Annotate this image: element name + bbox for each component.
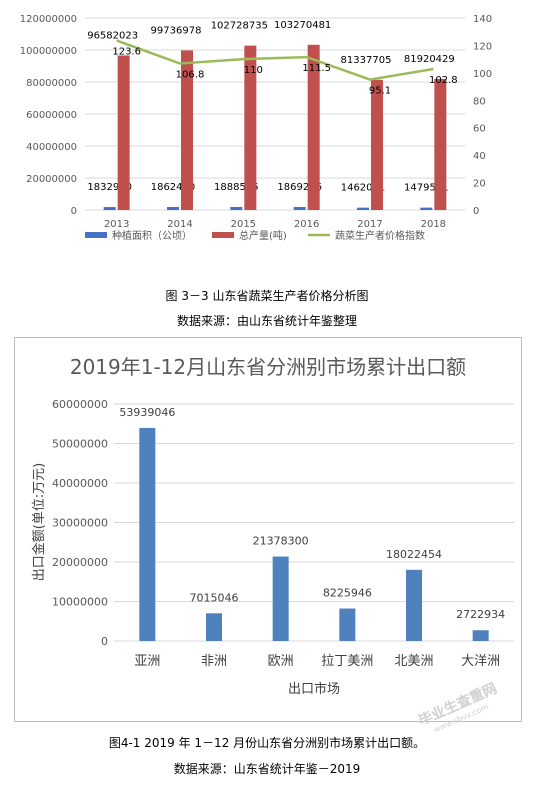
total-output-bar [434,78,447,211]
total-output-bar [181,50,193,210]
export-data-label: 2722934 [456,608,505,621]
price-index-data-label: 102.8 [429,75,458,86]
y-left-tick-label: 20000000 [26,174,77,185]
planting-area-data-label: 1888555 [214,182,259,193]
x-tick-label: 2018 [421,219,446,230]
planting-area-bar [357,207,369,210]
figure-4-1-caption: 图4-1 2019 年 1－12 月份山东省分洲别市场累计出口额。 [108,736,426,750]
x-tick-label: 亚洲 [134,654,160,669]
legend-label-planting-area: 种植面积（公顷） [112,229,192,242]
total-output-bar [244,45,257,210]
y-tick-label: 50000000 [52,438,108,451]
x-tick-label: 2013 [104,219,129,230]
export-chart-panel: 2019年1-12月山东省分洲别市场累计出口额 0 10000000 20000000… [14,337,522,722]
price-index-data-label: 123.6 [112,46,141,57]
x-axis-label: 出口市场 [288,681,340,697]
y-tick-label: 30000000 [52,517,108,530]
total-output-data-label: 102728735 [211,21,268,32]
export-bar [206,613,222,641]
total-output-data-label: 81337705 [341,55,392,66]
price-index-data-label: 111.5 [302,63,331,74]
legend-label-total-output: 总产量(吨) [239,229,287,242]
y-left-tick-label: 60000000 [26,110,77,121]
y-left-tick-label: 0 [71,206,77,217]
x-tick-label: 拉丁美洲 [321,654,373,669]
planting-area-bar [103,207,116,210]
planting-area-bar [293,207,306,210]
planting-area-data-label: 1869266 [277,182,322,193]
total-output-bar [371,79,383,210]
y-axis-label: 出口金额(单位:万元) [31,463,47,582]
y-right-tick-label: 20 [473,179,486,190]
figure-3-3-caption: 图 3－3 山东省蔬菜生产者价格分析图 [165,289,369,303]
y-right-tick-label: 40 [473,151,486,162]
planting-area-bar [167,207,179,210]
total-output-data-label: 103270481 [274,20,331,31]
planting-area-data-label: 1462041 [341,183,386,194]
y-right-tick-label: 140 [473,14,492,25]
total-output-data-label: 81920429 [404,54,455,65]
y-left-tick-label: 80000000 [26,78,77,89]
y-right-tick-label: 100 [473,69,492,80]
y-right-tick-label: 120 [473,41,492,52]
planting-area-data-label: 1479551 [404,183,449,194]
y-right-tick-label: 80 [473,96,486,107]
export-bar [472,630,489,641]
x-tick-label: 大洋洲 [461,654,500,669]
y-tick-label: 60000000 [52,398,108,411]
planting-area-bar [420,207,433,210]
total-output-data-label: 99736978 [151,25,202,36]
price-index-line [116,39,434,81]
planting-area-data-label: 1862410 [151,182,196,193]
export-bar [339,608,356,641]
export-data-label: 53939046 [119,406,175,419]
price-analysis-chart: 0 20000000 40000000 60000000 80000000 1000000… [20,14,492,242]
y-left-tick-label: 100000000 [20,46,77,57]
y-tick-label: 0 [101,635,108,648]
y-left-tick-label: 40000000 [26,142,77,153]
export-bar [272,556,289,641]
export-data-label: 18022454 [386,548,442,561]
planting-area-data-label: 1832920 [87,182,132,193]
x-tick-label: 非洲 [201,654,227,669]
x-tick-label: 2014 [167,219,192,230]
legend-label-price-index: 蔬菜生产者价格指数 [335,229,425,242]
figure-4-1-source: 数据来源：山东省统计年鉴－2019 [173,762,361,776]
y-right-tick-label: 60 [473,124,486,135]
total-output-bar [117,55,130,210]
price-index-data-label: 110 [244,65,263,76]
export-bar [139,427,156,641]
y-tick-label: 20000000 [52,556,108,569]
figure-3-3-source: 数据来源：由山东省统计年鉴整理 [176,314,357,328]
planting-area-bar [230,206,243,210]
total-output-data-label: 96582023 [87,30,138,41]
export-data-label: 8225946 [323,587,372,600]
y-right-tick-label: 0 [473,206,479,217]
price-index-data-label: 95.1 [369,86,391,97]
chart-title: 2019年1-12月山东省分洲别市场累计出口额 [70,355,466,379]
x-tick-label: 2015 [231,219,256,230]
x-tick-label: 欧洲 [268,654,294,669]
y-left-tick-label: 120000000 [20,14,77,25]
export-data-label: 7015046 [190,591,239,604]
x-tick-label: 北美洲 [394,654,433,669]
legend-marker-total-output [212,232,234,238]
y-tick-label: 40000000 [52,477,108,490]
legend-marker-planting-area [85,232,107,238]
export-bar [406,569,422,641]
export-market-chart: 2019年1-12月山东省分洲别市场累计出口额 0 10000000 20000000… [31,355,514,697]
price-index-data-label: 106.8 [176,70,205,81]
y-tick-label: 10000000 [52,596,108,609]
total-output-bar [307,44,320,211]
x-tick-label: 2017 [357,219,382,230]
x-tick-label: 2016 [294,219,319,230]
export-data-label: 21378300 [253,535,309,548]
